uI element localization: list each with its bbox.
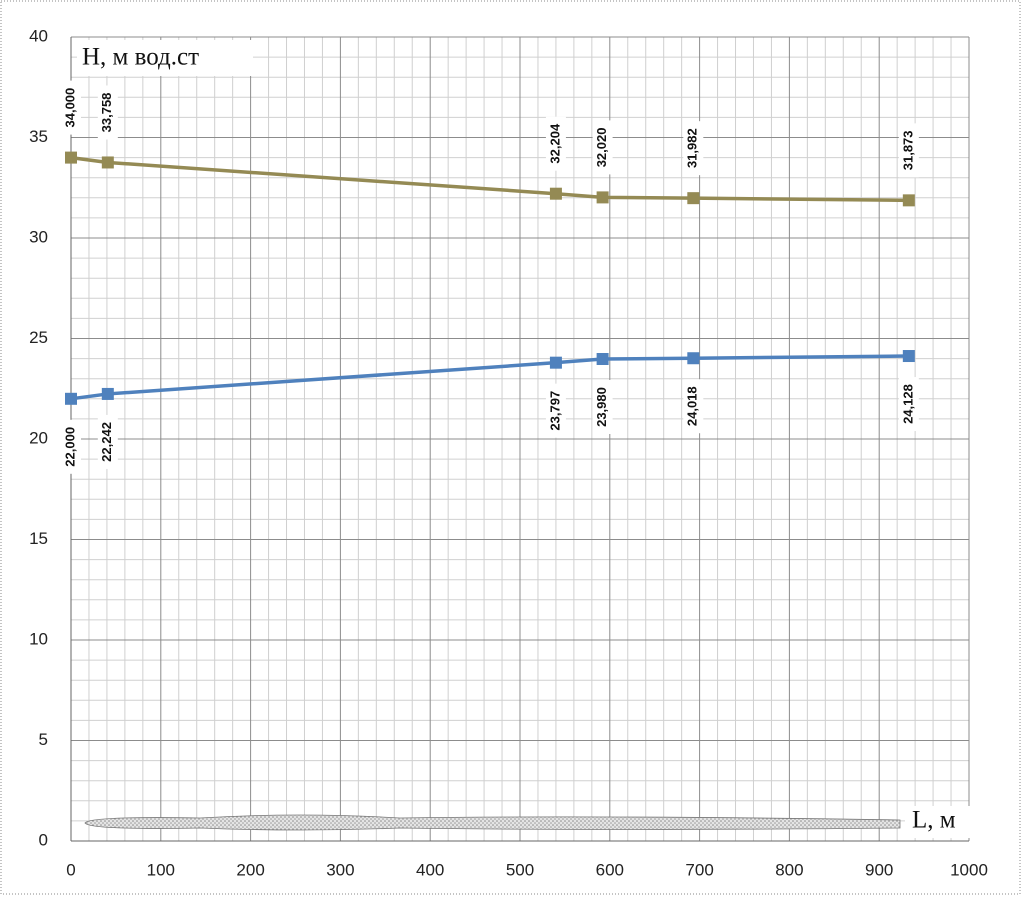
value-label-bg [545, 383, 566, 438]
value-label: 22,242 [99, 422, 114, 462]
value-label-bg [97, 414, 118, 469]
marker [549, 187, 562, 200]
x-label-bg [905, 806, 977, 838]
x-tick-label: 600 [596, 860, 624, 879]
y-tick-label: 20 [29, 428, 48, 447]
x-tick-label: 400 [416, 860, 444, 879]
x-tick-label: 500 [506, 860, 534, 879]
x-tick-label: 0 [66, 860, 75, 879]
marker [687, 352, 700, 365]
y-axis-label: H, м вод.ст [82, 44, 199, 71]
y-tick-label: 5 [39, 730, 48, 749]
x-tick-label: 800 [775, 860, 803, 879]
marker [101, 156, 114, 169]
y-tick-label: 10 [29, 629, 48, 648]
value-label: 23,980 [594, 387, 609, 427]
x-tick-label: 200 [236, 860, 264, 879]
marker [902, 350, 915, 363]
value-label-bg [97, 85, 118, 140]
value-label-bg [683, 379, 704, 434]
marker [101, 387, 114, 400]
value-label: 24,128 [900, 384, 915, 424]
value-label: 24,018 [685, 386, 700, 426]
marker [596, 353, 609, 366]
value-label-bg [61, 419, 81, 474]
x-tick-label: 1000 [950, 860, 988, 879]
x-tick-label: 900 [865, 860, 893, 879]
x-tick-label: 300 [326, 860, 354, 879]
value-label-bg [898, 377, 919, 432]
value-label: 32,020 [594, 128, 609, 168]
y-tick-label: 0 [39, 830, 48, 849]
value-label-bg [61, 80, 81, 135]
value-label-bg [683, 121, 704, 176]
marker [65, 151, 77, 164]
y-tick-label: 25 [29, 328, 48, 347]
value-label: 31,982 [685, 128, 700, 168]
marker [596, 191, 609, 204]
pipe [84, 814, 901, 831]
marker [65, 392, 77, 405]
y-tick-label: 35 [29, 127, 48, 146]
y-label-bg [77, 40, 253, 76]
series-line [70, 155, 909, 203]
value-label: 31,873 [900, 130, 915, 170]
value-label-bg [592, 120, 613, 175]
value-label-bg [592, 380, 613, 435]
x-axis-label: L, м [912, 807, 956, 834]
value-label-bg [898, 123, 919, 178]
x-tick-label: 100 [147, 860, 175, 879]
marker [549, 356, 562, 369]
value-label: 34,000 [62, 88, 77, 128]
value-label: 23,797 [547, 391, 562, 431]
y-tick-label: 30 [29, 227, 48, 246]
marker [687, 192, 700, 205]
value-label: 22,000 [62, 427, 77, 467]
y-tick-label: 40 [29, 26, 48, 45]
marker [902, 194, 915, 207]
series-line [70, 354, 909, 401]
value-label: 32,204 [547, 123, 562, 164]
grid [70, 36, 970, 842]
value-label-bg [545, 116, 566, 171]
y-tick-label: 15 [29, 529, 48, 548]
value-label: 33,758 [99, 93, 114, 133]
x-tick-label: 700 [685, 860, 713, 879]
